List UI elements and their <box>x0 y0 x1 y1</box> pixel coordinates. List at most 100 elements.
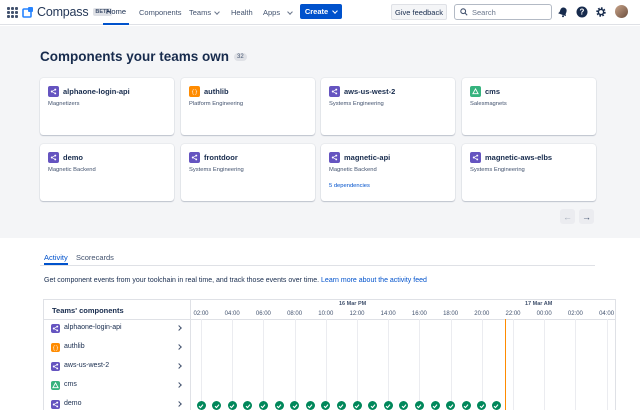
nav-home[interactable]: Home <box>103 0 129 25</box>
component-name[interactable]: authlib <box>204 87 229 96</box>
time-gridline <box>606 319 608 410</box>
time-tick-label: 22:00 <box>505 311 521 317</box>
current-time-marker <box>505 319 507 410</box>
component-name: aws-us-west-2 <box>64 362 110 369</box>
user-avatar[interactable] <box>615 5 628 18</box>
chevron-right-icon[interactable] <box>176 363 182 369</box>
success-event-icon[interactable] <box>383 401 393 410</box>
nav-health[interactable]: Health <box>231 0 253 25</box>
chevron-right-icon[interactable] <box>176 344 182 350</box>
success-event-icon[interactable] <box>352 401 362 410</box>
section-title: Components your teams own <box>40 49 230 64</box>
compass-logo[interactable]: Compass BETA <box>22 5 112 19</box>
time-gridline <box>388 319 390 410</box>
service-icon <box>51 362 60 371</box>
dependencies-link[interactable]: 5 dependencies <box>329 183 370 189</box>
component-name[interactable]: alphaone-login-api <box>63 87 130 96</box>
success-event-icon[interactable] <box>274 401 284 410</box>
component-card[interactable]: demo Magnetic Backend <box>40 144 174 201</box>
app-switcher-icon[interactable] <box>7 7 18 18</box>
component-card[interactable]: aws-us-west-2 Systems Engineering <box>321 78 455 135</box>
component-card[interactable]: {} authlib Platform Engineering <box>181 78 315 135</box>
success-event-icon[interactable] <box>243 401 253 410</box>
chevron-right-icon[interactable] <box>176 382 182 388</box>
nav-teams[interactable]: Teams <box>189 0 220 25</box>
time-tick-label: 06:00 <box>255 311 271 317</box>
owner-team: Salesmagnets <box>470 101 507 107</box>
tab-scorecards[interactable]: Scorecards <box>76 253 114 262</box>
service-icon <box>470 152 481 163</box>
time-gridline <box>544 319 546 410</box>
service-icon <box>51 324 60 333</box>
owner-team: Magnetizers <box>48 101 80 107</box>
component-row[interactable]: {} authlib <box>44 339 191 358</box>
time-gridline <box>450 319 452 410</box>
success-event-icon[interactable] <box>399 401 409 410</box>
success-event-icon[interactable] <box>290 401 300 410</box>
chevron-down-icon <box>287 8 293 15</box>
component-card[interactable]: frontdoor Systems Engineering <box>181 144 315 201</box>
nav-apps[interactable]: Apps <box>263 0 293 25</box>
success-event-icon[interactable] <box>321 401 331 410</box>
success-event-icon[interactable] <box>491 401 501 410</box>
nav-components[interactable]: Components <box>139 0 182 25</box>
nav-apps-label: Apps <box>263 8 281 17</box>
chevron-down-icon <box>332 7 339 14</box>
service-icon <box>48 152 59 163</box>
search-field[interactable] <box>454 4 552 20</box>
previous-page-button[interactable]: ← <box>560 209 575 224</box>
success-event-icon[interactable] <box>461 401 471 410</box>
component-name[interactable]: demo <box>63 153 84 162</box>
success-event-icon[interactable] <box>258 401 268 410</box>
service-icon <box>51 400 60 409</box>
give-feedback-button[interactable]: Give feedback <box>391 4 447 20</box>
owner-team: Systems Engineering <box>189 167 244 173</box>
activity-feed-link[interactable]: Learn more about the activity feed <box>321 277 427 284</box>
chevron-down-icon <box>214 8 220 15</box>
component-card[interactable]: magnetic-aws-elbs Systems Engineering <box>462 144 596 201</box>
time-tick-label: 12:00 <box>349 311 365 317</box>
time-tick-label: 20:00 <box>474 311 490 317</box>
success-event-icon[interactable] <box>430 401 440 410</box>
settings-gear-icon[interactable] <box>595 6 607 18</box>
success-event-icon[interactable] <box>336 401 346 410</box>
activity-intro: Get component events from your toolchain… <box>44 277 427 284</box>
time-gridline <box>513 319 514 410</box>
chevron-right-icon[interactable] <box>176 401 182 407</box>
time-gridline <box>357 319 358 410</box>
component-name[interactable]: cms <box>485 87 501 96</box>
component-row[interactable]: aws-us-west-2 <box>44 358 191 377</box>
create-button[interactable]: Create <box>300 4 342 19</box>
component-name: cms <box>64 381 77 388</box>
time-gridline <box>201 319 202 410</box>
component-row[interactable]: demo <box>44 396 191 410</box>
component-name[interactable]: frontdoor <box>204 153 238 162</box>
owner-team: Platform Engineering <box>189 101 244 107</box>
owner-team: Systems Engineering <box>329 101 384 107</box>
component-name[interactable]: aws-us-west-2 <box>344 87 396 96</box>
next-page-button[interactable]: → <box>579 209 594 224</box>
success-event-icon[interactable] <box>212 401 222 410</box>
help-icon[interactable]: ? <box>576 6 588 18</box>
component-card[interactable]: magnetic-api Magnetic Backend 5 dependenci… <box>321 144 455 201</box>
success-event-icon[interactable] <box>477 401 487 410</box>
chevron-right-icon[interactable] <box>176 325 182 331</box>
component-card[interactable]: cms Salesmagnets <box>462 78 596 135</box>
activity-intro-text: Get component events from your toolchain… <box>44 277 320 284</box>
search-input[interactable] <box>472 7 542 17</box>
svg-text:{}: {} <box>191 90 197 95</box>
component-row[interactable]: cms <box>44 377 191 396</box>
success-event-icon[interactable] <box>368 401 378 410</box>
success-event-icon[interactable] <box>196 401 206 410</box>
time-tick-label: 02:00 <box>193 311 209 317</box>
success-event-icon[interactable] <box>227 401 237 410</box>
success-event-icon[interactable] <box>446 401 456 410</box>
component-card[interactable]: alphaone-login-api Magnetizers <box>40 78 174 135</box>
tab-activity[interactable]: Activity <box>44 253 68 265</box>
component-name[interactable]: magnetic-aws-elbs <box>485 153 553 162</box>
success-event-icon[interactable] <box>414 401 424 410</box>
component-name[interactable]: magnetic-api <box>344 153 391 162</box>
success-event-icon[interactable] <box>305 401 315 410</box>
notifications-icon[interactable] <box>557 6 569 18</box>
component-row[interactable]: alphaone-login-api <box>44 320 191 339</box>
